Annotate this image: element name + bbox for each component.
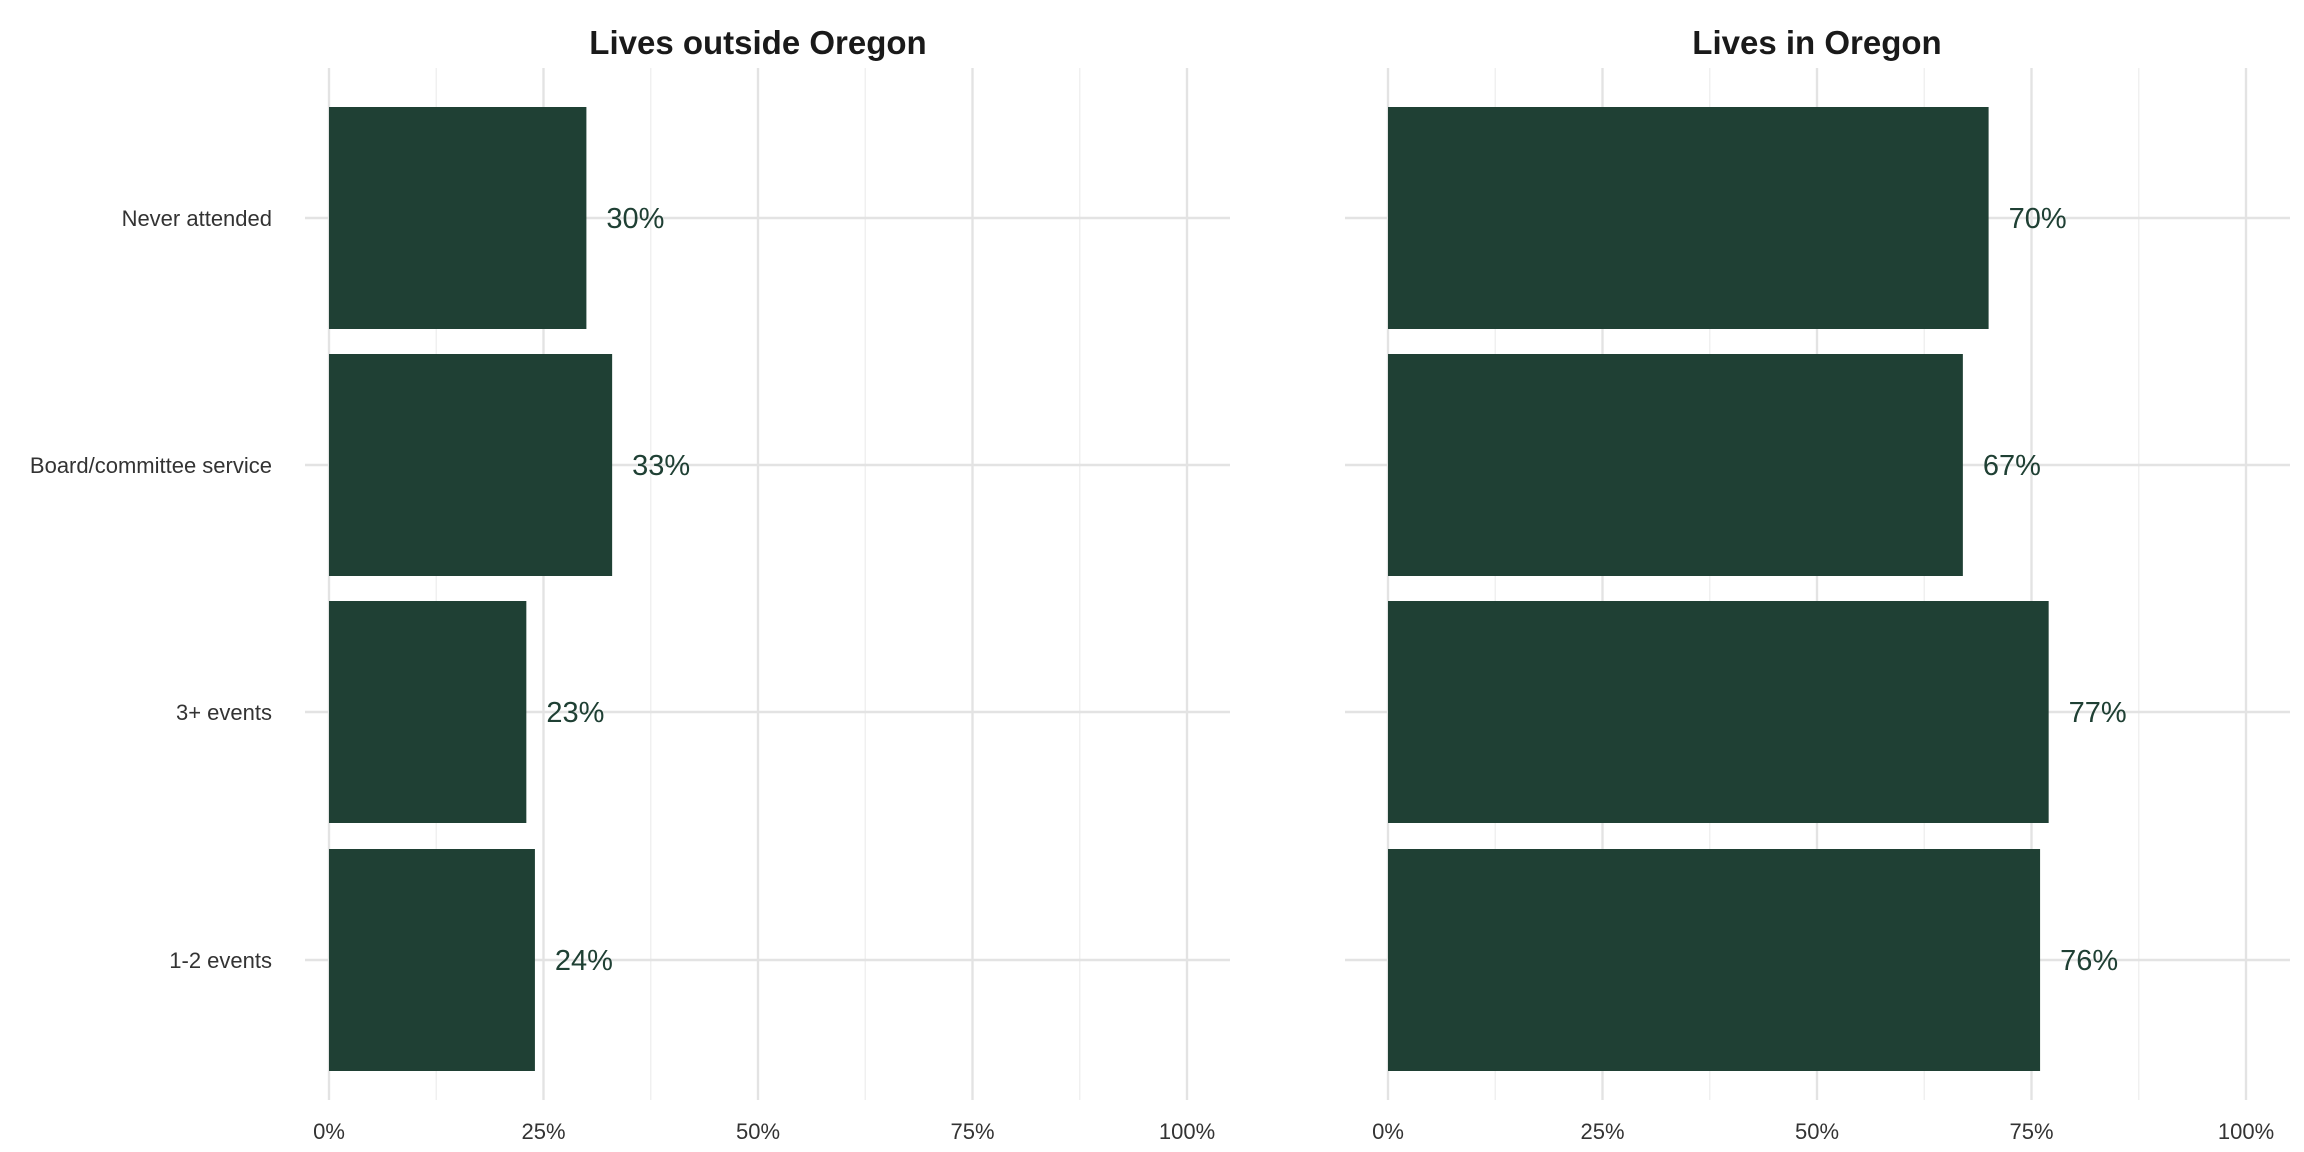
x-tick-label: 0%	[1372, 1119, 1404, 1144]
x-tick-label: 75%	[2009, 1119, 2053, 1144]
bar	[329, 601, 527, 823]
data-label: 24%	[555, 945, 613, 977]
data-label: 77%	[2069, 697, 2127, 729]
x-tick-label: 50%	[1795, 1119, 1839, 1144]
category-label: 3+ events	[176, 700, 272, 725]
data-label: 30%	[606, 203, 664, 235]
data-label: 23%	[546, 697, 604, 729]
panel-title: Lives outside Oregon	[589, 24, 926, 61]
bar	[329, 354, 613, 576]
bar	[1388, 601, 2049, 823]
data-label: 33%	[632, 450, 690, 482]
panel-lives-outside-oregon: Lives outside Oregon 30% 33% 23% 24% 0% 25% 50…	[30, 24, 1230, 1144]
data-label: 67%	[1983, 450, 2041, 482]
x-tick-label: 50%	[736, 1119, 780, 1144]
bar	[1388, 354, 1963, 576]
x-tick-label: 100%	[2218, 1119, 2274, 1144]
panel-title: Lives in Oregon	[1692, 24, 1941, 61]
panel-lives-in-oregon: Lives in Oregon 70% 67% 77% 76% 0% 25% 50% 75% 1…	[1345, 24, 2290, 1144]
x-tick-label: 75%	[950, 1119, 994, 1144]
category-label: Never attended	[122, 206, 272, 231]
data-label: 76%	[2060, 945, 2118, 977]
bar	[1388, 107, 1989, 329]
x-tick-label: 100%	[1159, 1119, 1215, 1144]
bar	[329, 849, 535, 1071]
bar	[1388, 849, 2041, 1071]
data-label: 70%	[2009, 203, 2067, 235]
x-tick-label: 25%	[1580, 1119, 1624, 1144]
x-tick-label: 25%	[521, 1119, 565, 1144]
category-label: Board/committee service	[30, 453, 272, 478]
bar	[329, 107, 587, 329]
category-label: 1-2 events	[169, 948, 272, 973]
x-tick-label: 0%	[313, 1119, 345, 1144]
